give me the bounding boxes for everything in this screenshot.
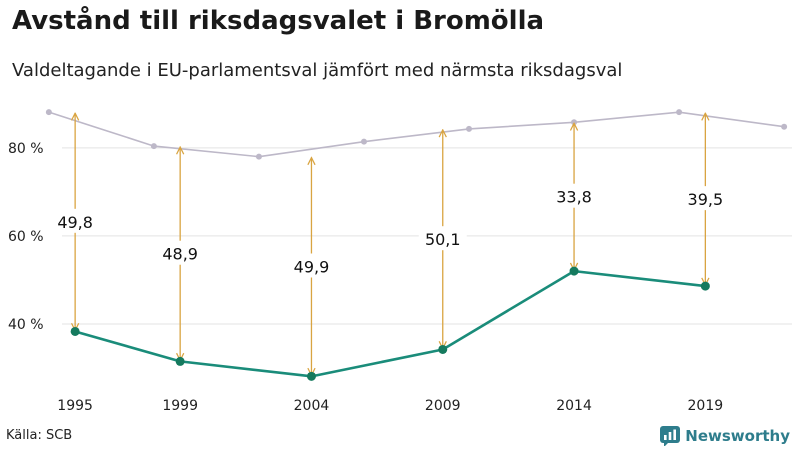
gap-label-bg-1995: [51, 208, 100, 233]
gap-label-2014: 33,8: [556, 188, 592, 207]
riksdag-point-2022: [781, 123, 788, 130]
x-tick-label-2019: 2019: [688, 398, 724, 414]
gap-label-2004: 49,9: [294, 257, 330, 276]
x-tick-label-2004: 2004: [294, 398, 330, 414]
riksdag-point-1998: [150, 143, 157, 150]
newsworthy-logo-icon: [660, 426, 681, 446]
gap-label-2019: 39,5: [688, 190, 724, 209]
gap-label-bg-2009: [418, 226, 467, 251]
x-tick-label-2009: 2009: [425, 398, 461, 414]
eu-series: [70, 266, 710, 381]
chart-title: Avstånd till riksdagsvalet i Bromölla: [12, 6, 545, 36]
gap-label-1995: 49,8: [57, 213, 93, 232]
riksdag-point-2018: [676, 109, 683, 116]
eu-point-2009: [438, 344, 448, 354]
gap-label-bg-2014: [550, 183, 599, 208]
riksdag-point-2006: [360, 138, 367, 145]
gap-label-bg-2019: [681, 186, 730, 211]
x-tick-label-2014: 2014: [556, 398, 592, 414]
riksdag-series: [45, 109, 788, 160]
chart-subtitle: Valdeltagande i EU-parlamentsval jämfört…: [12, 60, 623, 81]
gap-label-2009: 50,1: [425, 230, 461, 249]
y-tick-label-40: 40 %: [8, 317, 44, 333]
y-tick-label-80: 80 %: [8, 141, 44, 157]
gap-label-bg-1999: [156, 240, 205, 265]
x-tick-label-1999: 1999: [162, 398, 198, 414]
eu-point-1995: [70, 326, 80, 336]
riksdag-point-1994: [45, 109, 52, 116]
eu-line: [74, 269, 706, 378]
source-note: Källa: SCB: [6, 428, 73, 443]
y-tick-label-60: 60 %: [8, 229, 44, 245]
gap-label-bg-2004: [287, 253, 336, 278]
riksdag-line: [48, 111, 785, 158]
eu-point-2019: [700, 281, 710, 291]
brand-name: Newsworthy: [685, 427, 790, 445]
riksdag-point-2010: [466, 125, 473, 132]
eu-point-1999: [175, 356, 185, 366]
gap-label-1999: 48,9: [162, 245, 198, 264]
riksdag-point-2002: [255, 153, 262, 160]
eu-point-2004: [306, 371, 316, 381]
labels-layer: 40 % 60 % 80 % 1995 1999 2004 2009 2014 2019 49,8…: [8, 141, 730, 414]
eu-point-2014: [569, 266, 579, 276]
brand-logo: Newsworthy: [660, 426, 790, 446]
x-tick-label-1995: 1995: [57, 398, 93, 414]
